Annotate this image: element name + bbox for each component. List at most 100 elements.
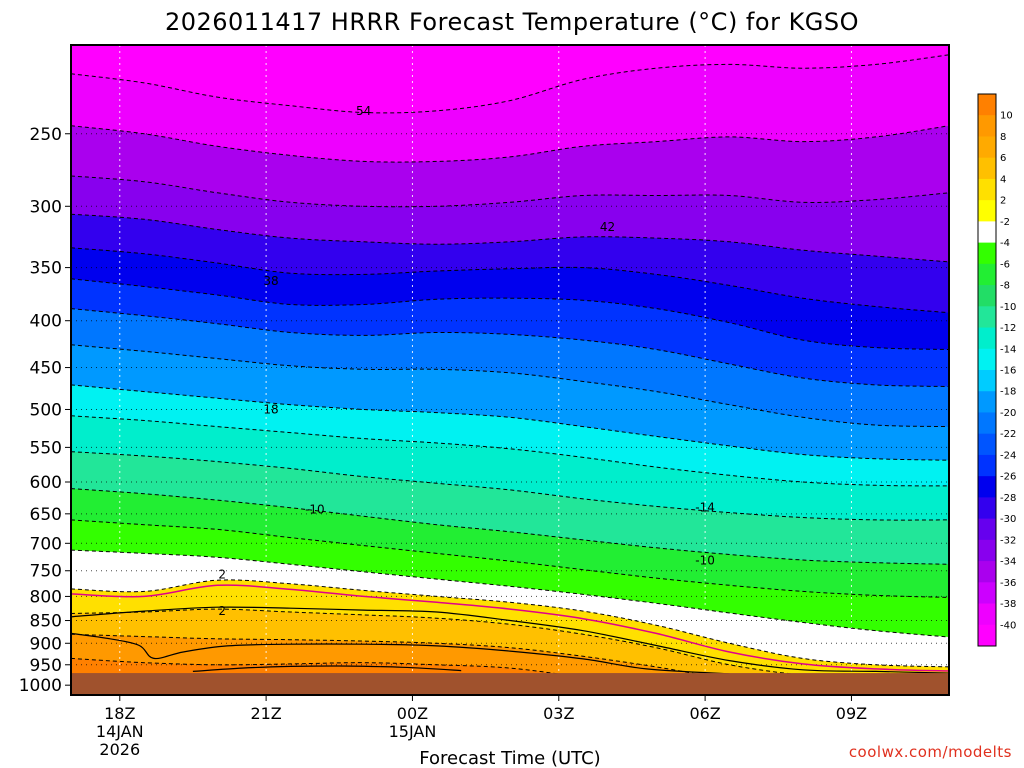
colorbar-swatch [978,285,996,307]
colorbar-label: -34 [1000,557,1016,568]
y-tick-label: 250 [30,125,62,145]
x-tick-label: 00Z [397,704,428,723]
colorbar-label: -2 [1000,217,1010,228]
pressure-axis: 2503003504004505005506006507007508008509… [19,125,71,696]
colorbar: 10 8 6 4 2 -2 -4 -6 -8 -10 -12 -14 -16 -18 -20 -22 -24 -2… [977,93,1016,647]
plot-frame [70,44,950,696]
colorbar-label: -6 [1000,259,1010,270]
contour-line-solid [71,632,730,675]
chart-title: 2026011417 HRRR Forecast Temperature (°C… [165,8,859,36]
contour-line [71,488,949,565]
contour-line [71,308,949,387]
x-axis-label: Forecast Time (UTC) [419,748,600,768]
colorbar-label: -26 [1000,472,1016,483]
freezing-line [71,584,949,672]
colorbar-swatch [978,263,996,286]
colorbar-swatch [978,306,996,329]
colorbar-swatch [978,582,996,605]
colorbar-label: 8 [1000,132,1006,143]
colorbar-swatch [978,624,996,647]
x-tick-label: 09Z [836,704,867,723]
contour-label: -10 [305,503,325,517]
y-tick-label: 700 [30,534,62,554]
contour-label: 2 [218,567,226,581]
colorbar-label: -14 [1000,344,1016,355]
y-tick-label: 850 [30,612,62,632]
contour-line [71,579,949,668]
colorbar-swatch [978,433,996,456]
y-tick-label: 550 [30,438,62,458]
colorbar-swatch [978,539,996,562]
y-tick-label: 750 [30,562,62,582]
colorbar-swatch [978,327,996,350]
colorbar-swatch [978,94,996,116]
colorbar-label: -18 [1000,387,1016,398]
colorbar-swatch [978,391,996,413]
colorbar-swatch [978,157,996,180]
contour-line [71,278,949,350]
contour-label: 42 [600,220,615,234]
contour-line-solid [71,606,949,674]
x-tick-label: 06Z [689,704,720,723]
colorbar-label: -38 [1000,599,1016,610]
colorbar-label: -22 [1000,429,1016,440]
contour-line [71,247,949,314]
colorbar-swatch [978,242,996,265]
contour-line [71,519,949,598]
colorbar-label: 2 [1000,196,1006,207]
colorbar-label: -30 [1000,514,1016,525]
contour-line-solid [192,665,462,672]
y-tick-label: 450 [30,359,62,379]
y-tick-label: 300 [30,197,62,217]
colorbar-label: -4 [1000,238,1010,249]
colorbar-label: -32 [1000,535,1016,546]
contour-label: 54 [356,104,371,118]
colorbar-swatch [978,221,996,244]
contour-lines [71,54,949,695]
x-tick-date: 15JAN [389,722,437,741]
colorbar-label: -8 [1000,281,1010,292]
colorbar-swatch [978,497,996,520]
contour-line [71,125,949,163]
y-tick-label: 400 [30,312,62,332]
x-tick-year: 2026 [99,740,140,759]
contour-line [71,54,949,114]
colorbar-frame [977,93,997,647]
source-credit: coolwx.com/modelts [849,743,1012,761]
colorbar-swatch [978,518,996,541]
colorbar-label: -28 [1000,493,1016,504]
x-tick-label: 18Z [104,704,135,723]
contour-label: 2 [218,604,226,618]
contour-label: -14 [695,501,715,515]
contour-line [71,175,949,208]
colorbar-swatch [978,136,996,159]
colorbar-swatch [978,476,996,498]
y-tick-label: 1000 [19,676,62,696]
colorbar-swatch [978,561,996,583]
colorbar-label: -40 [1000,620,1016,631]
colorbar-label: 10 [1000,111,1013,122]
y-tick-label: 500 [30,400,62,420]
colorbar-swatch [978,348,996,371]
colorbar-label: -20 [1000,408,1016,419]
ground-surface [71,673,949,695]
y-tick-label: 650 [30,505,62,525]
contour-line [71,549,949,638]
x-tick-label: 03Z [543,704,574,723]
y-tick-label: 900 [30,634,62,654]
contour-line [71,384,949,461]
colorbar-label: -24 [1000,450,1016,461]
y-tick-label: 600 [30,473,62,493]
contour-line [71,213,949,263]
y-tick-label: 800 [30,587,62,607]
colorbar-swatch [978,115,996,137]
x-tick-date: 14JAN [96,722,144,741]
x-tick-label: 21Z [250,704,281,723]
colorbar-label: -16 [1000,366,1016,377]
colorbar-swatch [978,454,996,477]
colorbar-swatch [978,412,996,435]
colorbar-label: -36 [1000,578,1016,589]
colorbar-swatch [978,200,996,222]
